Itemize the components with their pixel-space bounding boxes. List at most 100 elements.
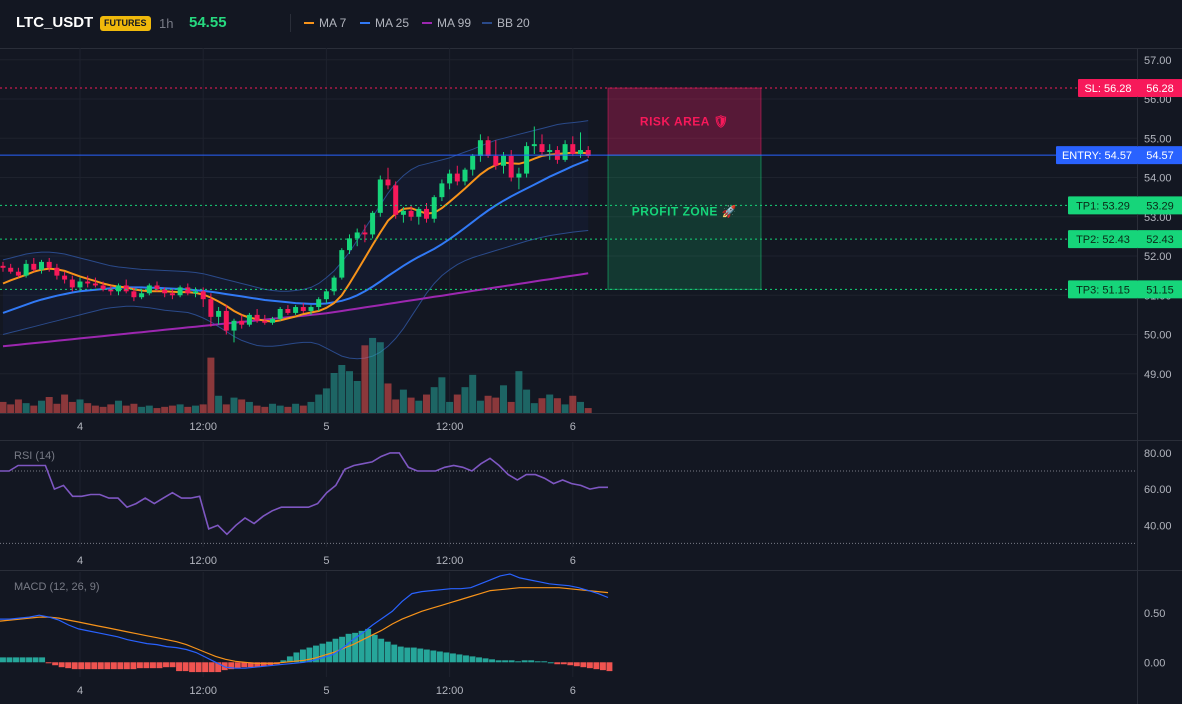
candle-body (77, 281, 83, 288)
macd-histogram-bar (117, 662, 124, 670)
legend-bb20[interactable]: BB 20 (482, 16, 530, 30)
macd-histogram-bar (495, 660, 502, 663)
candle-body (393, 185, 399, 215)
macd-pane-title: MACD (12, 26, 9) (14, 581, 100, 593)
candle-body (547, 150, 553, 153)
sl-tag-label-box (1078, 79, 1138, 98)
macd-histogram-bar (586, 662, 593, 669)
tp3-tag-label: TP3: 51.15 (1076, 284, 1130, 296)
candle-body (231, 320, 237, 331)
tp3-tag-value: 51.15 (1146, 284, 1174, 296)
macd-signal-line (0, 587, 609, 664)
rsi-pane-title: RSI (14) (14, 450, 55, 462)
volume-bar (569, 395, 577, 413)
macd-histogram-bar (149, 662, 156, 669)
entry-tag-label: ENTRY: 54.57 (1062, 150, 1132, 162)
macd-histogram-bar (534, 661, 541, 663)
volume-bar (507, 401, 515, 413)
time-tick-label: 4 (77, 421, 83, 433)
candle-body (108, 289, 114, 292)
macd-histogram-bar (208, 662, 215, 673)
macd-histogram-bar (39, 657, 46, 663)
macd-tick-label: 0.00 (1144, 657, 1165, 669)
tp3-price-tag: TP3: 51.15 51.15 (1068, 280, 1182, 299)
profit-zone (607, 154, 762, 290)
macd-histogram-bar (528, 660, 535, 663)
macd-histogram-bar (515, 661, 522, 663)
volume-bar (153, 408, 161, 413)
candle-body (8, 267, 14, 272)
sl-tag-label: SL: 56.28 (1084, 83, 1131, 95)
volume-bar (30, 405, 38, 413)
macd-histogram-bar (202, 662, 209, 673)
volume-bar (453, 394, 461, 413)
time-tick-label: 5 (323, 421, 329, 433)
macd-histogram-bar (521, 660, 528, 663)
volume-bar (423, 394, 430, 413)
macd-histogram-bar (97, 662, 104, 670)
legend-ma7[interactable]: MA 7 (304, 16, 346, 30)
candle-body (323, 291, 329, 300)
legend-ma25-label: MA 25 (375, 16, 410, 30)
time-tick-label: 5 (323, 685, 329, 697)
macd-histogram-bar (352, 632, 359, 663)
macd-histogram-bar (286, 656, 293, 663)
macd-histogram-bar (195, 662, 202, 673)
macd-histogram-bar (430, 650, 437, 663)
time-tick-label: 6 (570, 685, 576, 697)
volume-bar (76, 399, 84, 413)
legend-ma7-label: MA 7 (319, 16, 347, 30)
candle-body (154, 285, 160, 290)
time-tick-label: 12:00 (436, 555, 464, 567)
macd-histogram-bar (169, 662, 176, 668)
volume-bar (307, 401, 315, 413)
time-tick-label: 12:00 (436, 685, 464, 697)
candle-body (316, 299, 322, 308)
macd-histogram-bar (182, 662, 189, 672)
macd-histogram-bar (397, 646, 404, 663)
candle-body (0, 265, 6, 268)
candle-body (169, 293, 175, 296)
candle-body (300, 307, 306, 311)
volume-bar (284, 406, 292, 413)
macd-histogram-bar (45, 662, 52, 664)
volume-bar (245, 401, 253, 413)
candle-body (339, 250, 345, 278)
volume-bar (0, 401, 7, 413)
candle-body (485, 140, 491, 156)
timeframe-selector[interactable]: 1h (159, 16, 174, 31)
candle-body (254, 314, 260, 321)
symbol-name[interactable]: LTC_USDT (16, 14, 94, 31)
tp1-tag-label: TP1: 53.29 (1076, 200, 1130, 212)
volume-bar (553, 398, 561, 413)
macd-histogram-bar (91, 662, 98, 670)
macd-histogram-bar (306, 647, 313, 663)
macd-histogram-bar (254, 662, 261, 668)
time-tick-label: 5 (323, 555, 329, 567)
macd-histogram-bar (436, 651, 443, 663)
rsi-tick-label: 80.00 (1144, 448, 1172, 460)
macd-histogram-bar (580, 662, 587, 668)
volume-bar (315, 394, 323, 413)
macd-histogram-bar (293, 652, 300, 663)
tp1-tag-value: 53.29 (1146, 200, 1174, 212)
candle-body (285, 308, 291, 313)
entry-tag-label-box (1056, 146, 1138, 165)
macd-histogram-bar (228, 662, 235, 670)
macd-histogram-bar (241, 662, 248, 668)
legend-ma99[interactable]: MA 99 (422, 16, 471, 30)
volume-bar (446, 401, 454, 413)
candle-body (200, 291, 206, 300)
candle-body (239, 320, 245, 325)
candle-body (524, 146, 530, 174)
tp1-tag-value-box (1138, 196, 1182, 215)
tp2-tag-label-box (1068, 230, 1138, 249)
legend-ma25[interactable]: MA 25 (360, 16, 409, 30)
macd-histogram-bar (489, 659, 496, 663)
candle-body (416, 208, 422, 217)
volume-bar (61, 394, 69, 413)
candle-body (570, 144, 576, 154)
risk-area-label: RISK AREA 🛡 (640, 115, 729, 129)
macd-histogram-bar (78, 662, 85, 670)
